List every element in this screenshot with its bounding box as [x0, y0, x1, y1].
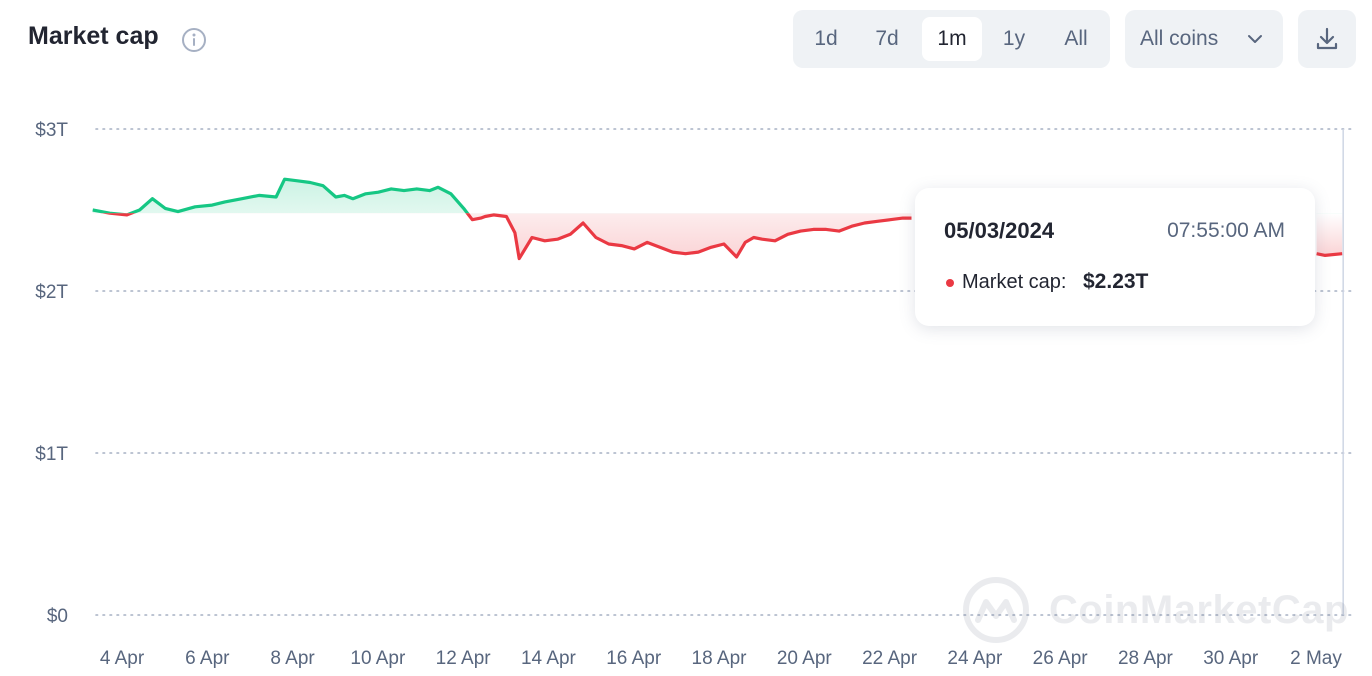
area-fill-down — [1316, 213, 1343, 256]
x-tick-label: 30 Apr — [1203, 648, 1259, 669]
area-fill-down — [110, 213, 912, 259]
x-tick-label: 6 Apr — [185, 648, 230, 669]
tooltip-value: $2.23T — [1083, 270, 1149, 293]
timeframe-selector: 1d 7d 1m 1y All — [793, 10, 1110, 68]
chevron-down-icon — [1248, 35, 1262, 43]
x-tick-label: 16 Apr — [606, 648, 662, 669]
series-line-up — [92, 177, 470, 214]
tooltip-date: 05/03/2024 — [944, 218, 1055, 243]
y-tick-label: $0 — [47, 606, 68, 627]
x-tick-label: 28 Apr — [1118, 648, 1174, 669]
x-tick-label: 22 Apr — [862, 648, 918, 669]
timeframe-1y-button[interactable]: 1y — [1002, 27, 1026, 50]
timeframe-1m-button[interactable]: 1m — [922, 17, 982, 61]
coin-filter-dropdown[interactable]: All coins — [1125, 10, 1283, 68]
timeframe-all-button[interactable]: All — [1064, 27, 1088, 50]
x-tick-label: 18 Apr — [692, 648, 748, 669]
coinmarketcap-watermark: CoinMarketCap — [962, 576, 1352, 646]
series-line-down — [1316, 252, 1343, 257]
tooltip-time: 07:55:00 AM — [1167, 219, 1285, 242]
coin-filter-value: All coins — [1140, 27, 1219, 50]
x-tick-label: 4 Apr — [100, 648, 145, 669]
info-circle-icon[interactable] — [181, 27, 207, 53]
y-tick-label: $3T — [35, 120, 68, 141]
timeframe-1d-button[interactable]: 1d — [814, 27, 838, 50]
area-fill-up — [92, 179, 912, 214]
download-button[interactable] — [1298, 10, 1356, 68]
x-tick-label: 8 Apr — [270, 648, 315, 669]
x-tick-label: 20 Apr — [777, 648, 833, 669]
x-tick-label: 12 Apr — [436, 648, 492, 669]
x-tick-label: 10 Apr — [350, 648, 406, 669]
x-tick-label: 14 Apr — [521, 648, 577, 669]
x-tick-label: 26 Apr — [1033, 648, 1089, 669]
watermark-text: CoinMarketCap — [1049, 588, 1349, 632]
download-icon — [1316, 27, 1338, 50]
tooltip-label: Market cap: — [962, 271, 1067, 293]
y-tick-label: $2T — [35, 282, 68, 303]
x-tick-label: 24 Apr — [947, 648, 1003, 669]
y-tick-label: $1T — [35, 444, 68, 465]
coinmarketcap-logo-icon — [963, 577, 1029, 643]
tooltip-series-dot — [946, 279, 954, 287]
series-line-down — [101, 213, 912, 261]
page-title: Market cap — [28, 22, 159, 50]
chart-tooltip: 05/03/2024 07:55:00 AM Market cap: $2.23… — [915, 188, 1315, 326]
x-tick-label: 2 May — [1290, 648, 1342, 669]
timeframe-7d-button[interactable]: 7d — [875, 27, 899, 50]
